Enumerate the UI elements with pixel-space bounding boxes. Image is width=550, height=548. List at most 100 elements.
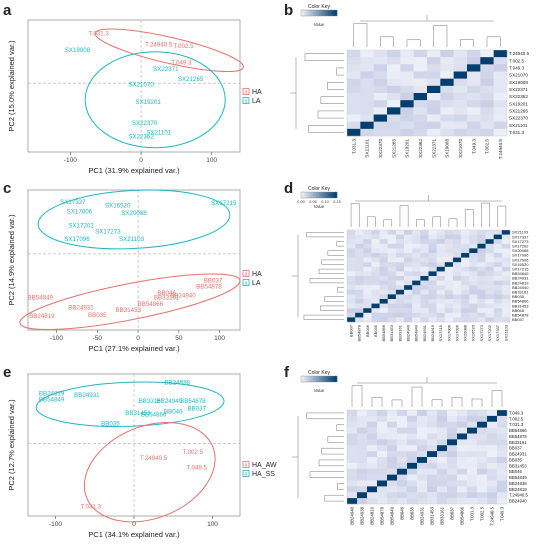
heatmap-cell bbox=[420, 262, 429, 267]
heatmap-cell bbox=[347, 121, 361, 130]
heatmap-cell bbox=[452, 299, 462, 304]
row-dendrogram-branch bbox=[320, 305, 344, 311]
heatmap-cell bbox=[485, 312, 494, 318]
heatmap-cell bbox=[377, 415, 388, 422]
heatmap-cell bbox=[413, 71, 428, 79]
heatmap-cell bbox=[407, 421, 418, 428]
x-tick-label: 50 bbox=[175, 335, 183, 342]
point-label: SX22370 bbox=[132, 120, 158, 127]
heatmap-cell bbox=[355, 243, 364, 249]
heatmap-cell bbox=[427, 100, 441, 108]
heatmap-cell bbox=[404, 239, 413, 244]
heatmap-cell bbox=[428, 308, 437, 313]
heatmap-cell bbox=[355, 239, 364, 244]
heatmap-cell bbox=[367, 468, 378, 475]
heatmap-cell bbox=[467, 474, 478, 481]
heatmap-cell bbox=[467, 480, 478, 487]
heatmap-cell bbox=[444, 234, 454, 240]
heatmap-cell bbox=[355, 299, 364, 304]
color-key-swatch bbox=[305, 192, 308, 198]
point-label: T.002.5 bbox=[183, 449, 204, 456]
color-key-swatch bbox=[331, 192, 333, 198]
heatmap-cell bbox=[363, 239, 372, 244]
heatmap-cell bbox=[461, 299, 470, 304]
heatmap-cell bbox=[436, 253, 445, 258]
heatmap-cell bbox=[436, 234, 445, 240]
column-dendrogram-branch bbox=[486, 36, 501, 47]
color-key-swatch bbox=[308, 10, 311, 16]
column-dendrogram-root bbox=[360, 15, 494, 22]
heatmap-cell bbox=[444, 312, 454, 318]
heatmap-cell bbox=[363, 294, 372, 300]
heatmap-cell bbox=[467, 498, 478, 505]
heatmap-cell bbox=[427, 498, 438, 505]
color-key-tick: 0.15 bbox=[333, 200, 340, 204]
color-key-title: Color Key bbox=[308, 370, 330, 376]
heatmap-cell bbox=[477, 243, 486, 249]
heatmap-cell bbox=[428, 239, 437, 244]
heatmap-cell bbox=[397, 468, 408, 475]
heatmap-cell bbox=[363, 257, 372, 263]
heatmap-cell bbox=[347, 253, 356, 258]
heatmap-cell bbox=[436, 248, 445, 254]
heatmap-cell bbox=[497, 433, 508, 440]
heatmap-cell bbox=[485, 299, 494, 304]
row-label: BB33161 bbox=[512, 290, 529, 295]
heatmap-cell bbox=[477, 462, 488, 469]
heatmap-cell bbox=[437, 421, 448, 428]
heatmap-cell bbox=[497, 457, 508, 464]
row-dendrogram-branch bbox=[304, 53, 344, 61]
heatmap-cell bbox=[347, 280, 356, 286]
heatmap-cell bbox=[477, 253, 486, 258]
heatmap-cell bbox=[487, 410, 498, 417]
heatmap-cell bbox=[452, 262, 462, 267]
panel-letter-b: b bbox=[284, 2, 294, 19]
column-label: BB24931 bbox=[422, 324, 427, 341]
heatmap-cell bbox=[377, 498, 388, 505]
column-dendrogram-branch bbox=[471, 398, 483, 407]
heatmap-cell bbox=[363, 312, 372, 318]
heatmap-cell bbox=[347, 257, 356, 263]
heatmap-cell bbox=[467, 451, 478, 458]
heatmap-cell bbox=[412, 243, 421, 249]
column-label: T.031.3 bbox=[351, 139, 356, 155]
heatmap-cell bbox=[420, 308, 429, 313]
heatmap-cell bbox=[347, 71, 361, 79]
row-label: SX16520 bbox=[512, 262, 529, 267]
heatmap-cell bbox=[452, 266, 462, 272]
heatmap-cell bbox=[347, 498, 358, 505]
color-key-frame bbox=[300, 375, 338, 383]
heatmap-cell bbox=[379, 276, 388, 281]
heatmap-cell bbox=[404, 266, 413, 272]
row-dendrogram-branch bbox=[336, 241, 344, 247]
heatmap-cell bbox=[469, 285, 478, 290]
heatmap-cell bbox=[452, 253, 462, 258]
heatmap-cell bbox=[387, 64, 401, 72]
heatmap-cell bbox=[387, 248, 397, 254]
heatmap-cell bbox=[437, 462, 448, 469]
panel-letter-d: d bbox=[284, 180, 294, 197]
column-dendrogram-branch bbox=[371, 397, 383, 407]
heatmap-cell bbox=[493, 248, 503, 254]
color-key-swatch bbox=[308, 376, 311, 382]
heatmap-cell bbox=[497, 462, 508, 469]
color-key-swatch bbox=[325, 10, 327, 16]
heatmap-cell bbox=[437, 480, 448, 487]
heatmap-cell bbox=[477, 299, 486, 304]
column-dendrogram-branch bbox=[448, 218, 458, 227]
heatmap-cell bbox=[379, 312, 388, 318]
heatmap-cell bbox=[347, 445, 358, 452]
heatmap-cell bbox=[452, 271, 462, 277]
heatmap-cell bbox=[436, 289, 445, 295]
confidence-ellipse-HA bbox=[19, 273, 241, 330]
legend-key bbox=[242, 97, 250, 104]
heatmap-cell bbox=[377, 451, 388, 458]
color-key-swatch bbox=[326, 376, 329, 382]
column-label: BB24819 bbox=[370, 506, 375, 524]
heatmap-cell bbox=[467, 57, 481, 65]
heatmap-cell bbox=[440, 85, 454, 94]
heatmap-cell bbox=[413, 85, 428, 94]
row-label: BB24931 bbox=[509, 452, 527, 457]
heatmap-cell bbox=[428, 289, 437, 295]
heatmap-cell bbox=[428, 257, 437, 263]
